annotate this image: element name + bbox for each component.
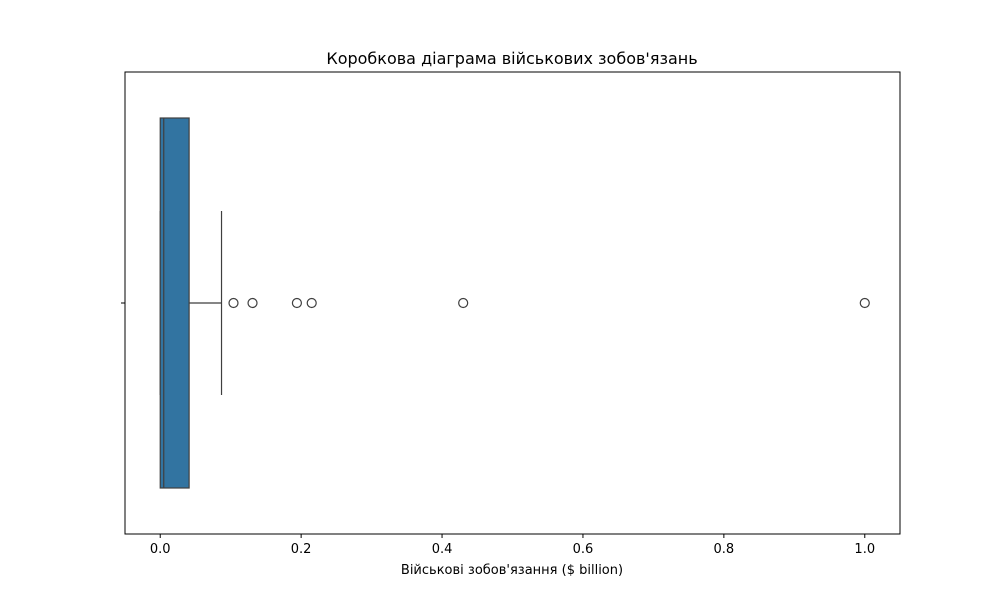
x-tick-label: 0.2 bbox=[291, 542, 312, 557]
chart-title: Коробкова діаграма військових зобов'язан… bbox=[326, 49, 697, 68]
x-tick-label: 0.6 bbox=[573, 542, 594, 557]
iqr-box bbox=[159, 117, 190, 489]
x-tick-label: 1.0 bbox=[854, 542, 875, 557]
x-axis-ticks: 0.0 0.2 0.4 0.6 0.8 1.0 bbox=[150, 534, 875, 557]
outlier-point bbox=[458, 297, 469, 309]
box-group bbox=[159, 117, 223, 489]
x-tick-label: 0.8 bbox=[714, 542, 735, 557]
outlier-point bbox=[859, 297, 870, 309]
x-tick-label: 0.4 bbox=[432, 542, 453, 557]
plot-frame bbox=[124, 71, 901, 535]
outlier-group bbox=[228, 297, 870, 309]
outlier-point bbox=[228, 297, 239, 309]
x-tick-label: 0.0 bbox=[150, 542, 171, 557]
outlier-point bbox=[291, 297, 303, 309]
outlier-point bbox=[247, 297, 258, 309]
outlier-point bbox=[306, 297, 317, 309]
x-axis-label: Військові зобов'язання ($ billion) bbox=[401, 563, 623, 578]
